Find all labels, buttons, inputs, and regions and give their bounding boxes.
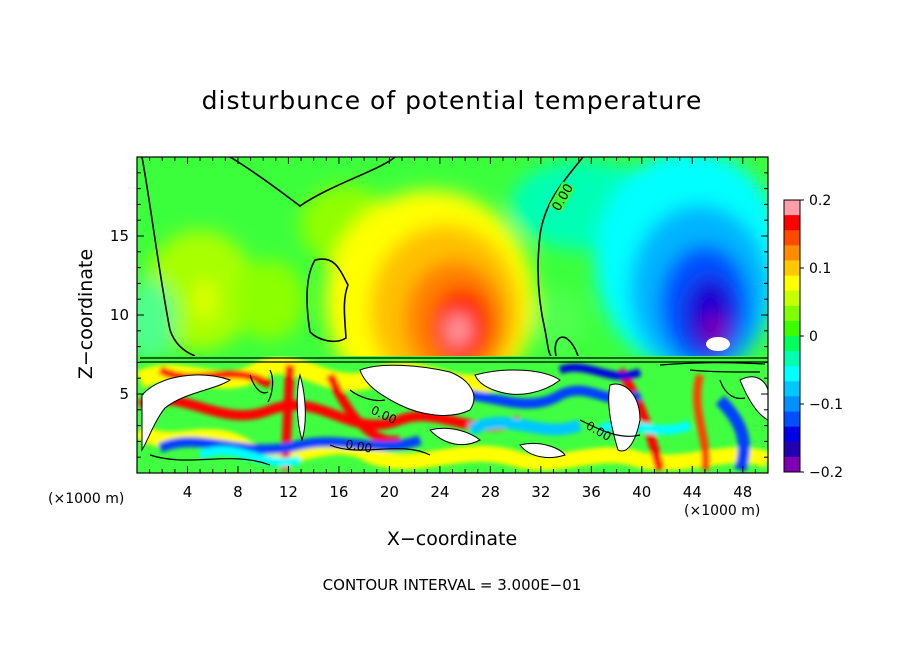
colorbar-segment: [784, 411, 800, 428]
colorbar-tick-label: 0: [809, 329, 818, 345]
y-tick-label: 15: [110, 227, 129, 245]
x-tick-label: 4: [183, 483, 193, 501]
colorbar-segment: [784, 200, 800, 216]
y-tick-label: 10: [110, 306, 129, 324]
x-tick-label: 20: [380, 483, 399, 501]
colorbar-tick-label: −0.2: [809, 465, 843, 481]
x-unit-label-left: (×1000 m): [48, 491, 125, 507]
x-tick-label: 16: [329, 483, 348, 501]
x-tick-label: 8: [233, 483, 243, 501]
colorbar-segment: [784, 441, 800, 458]
turbulent-layer: 0.00 0.00 0.00: [137, 356, 768, 473]
colorbar-segment: [784, 336, 800, 352]
colorbar-tick-label: 0.1: [809, 261, 831, 277]
colorbar-segment: [784, 456, 800, 473]
colorbar-segment: [784, 260, 800, 277]
x-tick-label: 12: [279, 483, 298, 501]
colorbar-tick-label: 0.2: [809, 193, 831, 209]
x-axis-label: X−coordinate: [386, 528, 518, 550]
colorbar-segment: [784, 290, 800, 307]
colorbar-segment: [784, 215, 800, 231]
field-area: 0.00: [136, 156, 769, 474]
colorbar: 0.2 0.1 0 −0.1 −0.2: [783, 193, 843, 481]
colorbar-segment: [784, 245, 800, 261]
x-tick-label: 28: [481, 483, 500, 501]
x-tick-label: 44: [683, 483, 702, 501]
x-tick-label: 40: [632, 483, 651, 501]
colorbar-segment: [784, 305, 800, 322]
colorbar-segment: [784, 366, 800, 382]
x-tick-label: 24: [430, 483, 449, 501]
colorbar-segment: [784, 396, 800, 413]
x-tick-label: 48: [733, 483, 752, 501]
y-axis-label: Z−coordinate: [75, 249, 97, 379]
contour-interval-note: CONTOUR INTERVAL = 3.000E−01: [322, 576, 582, 594]
colorbar-segment: [784, 230, 800, 246]
x-tick-label: 36: [582, 483, 601, 501]
colorbar-segment: [784, 381, 800, 397]
colorbar-segment: [784, 320, 800, 337]
x-axis: 4 8 12 16 20 24 28 32 36 40 44 48: [149, 157, 756, 501]
contour-label-lower-2: 0.00: [344, 437, 373, 455]
colorbar-segment: [784, 275, 800, 292]
colorbar-segment: [784, 426, 800, 443]
upper-field: 0.00: [137, 157, 768, 357]
colorbar-segment: [784, 351, 800, 367]
x-tick-label: 32: [531, 483, 550, 501]
y-tick-label: 5: [119, 385, 129, 403]
y-axis: 5 10 15: [110, 172, 768, 458]
colorbar-tick-label: −0.1: [809, 397, 843, 413]
chart-title: disturbunce of potential temperature: [201, 86, 703, 115]
x-unit-label-right: (×1000 m): [684, 503, 761, 519]
